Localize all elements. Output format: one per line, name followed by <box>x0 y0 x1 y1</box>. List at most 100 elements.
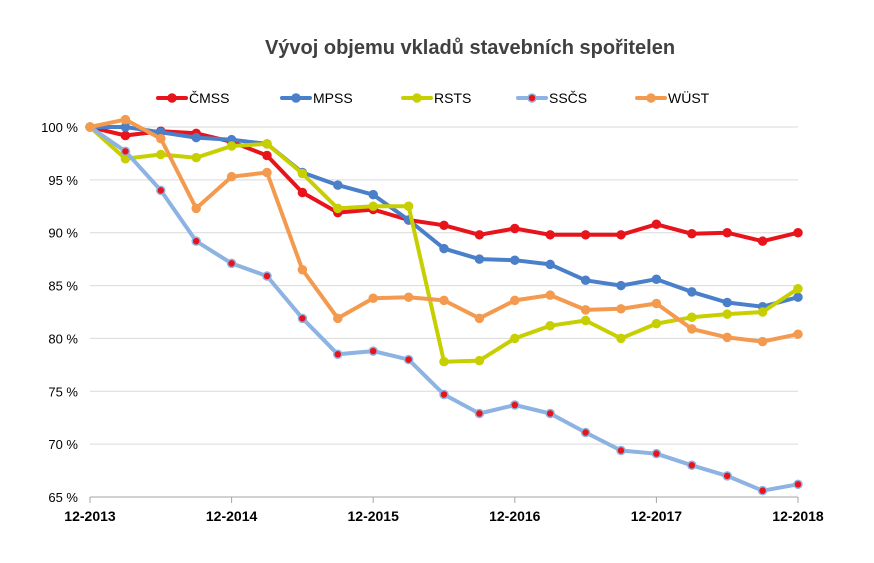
data-point <box>191 236 201 246</box>
data-point <box>510 223 520 234</box>
series-1 <box>85 122 803 312</box>
legend-label: MPSS <box>313 90 353 106</box>
data-point <box>474 408 485 419</box>
legend-marker <box>291 93 301 103</box>
data-point <box>333 349 343 360</box>
data-point <box>439 220 449 231</box>
data-point <box>191 203 201 214</box>
legend-item: RSTS <box>401 90 471 106</box>
data-point <box>651 318 662 329</box>
legend-item: WÜST <box>635 89 710 106</box>
data-point <box>403 354 414 365</box>
y-tick-label: 95 % <box>48 173 78 188</box>
data-point <box>191 152 201 163</box>
data-point <box>510 295 520 306</box>
legend-item: MPSS <box>280 90 353 106</box>
data-point <box>120 114 131 125</box>
data-point <box>120 130 131 141</box>
data-point <box>85 122 95 132</box>
data-point <box>687 312 697 323</box>
data-point <box>580 230 591 240</box>
data-point <box>156 149 166 160</box>
x-tick-label: 12-2015 <box>348 508 400 524</box>
legend-label: ČMSS <box>189 90 229 106</box>
data-point <box>156 133 166 144</box>
data-point <box>580 315 591 326</box>
data-point <box>687 324 697 334</box>
data-point <box>262 167 272 178</box>
x-tick-label: 12-2016 <box>489 508 541 524</box>
data-point <box>439 356 449 367</box>
data-point <box>297 264 308 275</box>
x-tick-label: 12-2013 <box>64 508 116 524</box>
data-point <box>580 305 591 315</box>
data-point <box>403 292 414 302</box>
data-point <box>474 230 485 240</box>
data-point <box>368 201 378 212</box>
y-tick-label: 75 % <box>48 384 78 399</box>
data-point <box>616 333 626 344</box>
data-point <box>616 230 626 240</box>
data-point <box>474 355 485 366</box>
series-4 <box>85 114 803 347</box>
data-point <box>368 293 378 304</box>
data-point <box>616 304 626 314</box>
x-tick-label: 12-2017 <box>631 508 683 524</box>
data-point <box>687 460 697 471</box>
data-point <box>474 254 485 264</box>
data-point <box>333 313 343 324</box>
data-point <box>616 280 626 291</box>
data-point <box>651 219 662 230</box>
data-point <box>403 201 414 212</box>
legend-marker <box>412 93 422 103</box>
legend-item: SSČS <box>516 90 587 106</box>
data-point <box>226 171 237 182</box>
data-point <box>580 275 591 286</box>
data-point <box>793 292 803 302</box>
data-point <box>757 485 768 496</box>
data-point <box>120 146 131 157</box>
data-point <box>793 329 803 339</box>
legend-marker <box>646 93 656 103</box>
chart-title: Vývoj objemu vkladů stavebních spořitele… <box>265 37 675 59</box>
data-point <box>226 141 237 151</box>
y-tick-label: 100 % <box>41 120 78 135</box>
legend: ČMSS MPSS RSTS SSČS WÜST <box>156 89 710 106</box>
legend-marker <box>527 93 537 103</box>
data-point <box>262 150 272 161</box>
data-point <box>545 259 555 270</box>
data-point <box>722 227 732 238</box>
x-tick-label: 12-2014 <box>206 508 258 524</box>
data-point <box>333 180 343 190</box>
data-point <box>722 471 732 481</box>
data-point <box>262 139 272 149</box>
y-tick-label: 70 % <box>48 437 78 452</box>
data-point <box>510 255 520 265</box>
data-point <box>616 445 626 456</box>
data-point <box>439 295 449 306</box>
data-point <box>793 283 803 294</box>
y-tick-label: 85 % <box>48 279 78 294</box>
data-point <box>297 313 308 324</box>
data-point <box>580 427 591 438</box>
data-point <box>510 333 520 344</box>
legend-label: WÜST <box>668 89 710 106</box>
data-point <box>757 236 768 246</box>
legend-label: RSTS <box>434 90 471 106</box>
data-point <box>651 448 662 459</box>
series-layer <box>85 114 803 496</box>
data-point <box>722 309 732 319</box>
data-point <box>757 336 768 347</box>
data-point <box>651 298 662 309</box>
data-point <box>156 185 166 196</box>
data-point <box>191 132 201 143</box>
data-point <box>793 479 803 490</box>
grid-layer <box>90 126 798 445</box>
data-point <box>545 290 555 300</box>
legend-item: ČMSS <box>156 90 229 106</box>
data-point <box>510 400 520 410</box>
y-tick-label: 80 % <box>48 331 78 346</box>
y-tick-label: 65 % <box>48 490 78 505</box>
data-point <box>545 408 555 419</box>
